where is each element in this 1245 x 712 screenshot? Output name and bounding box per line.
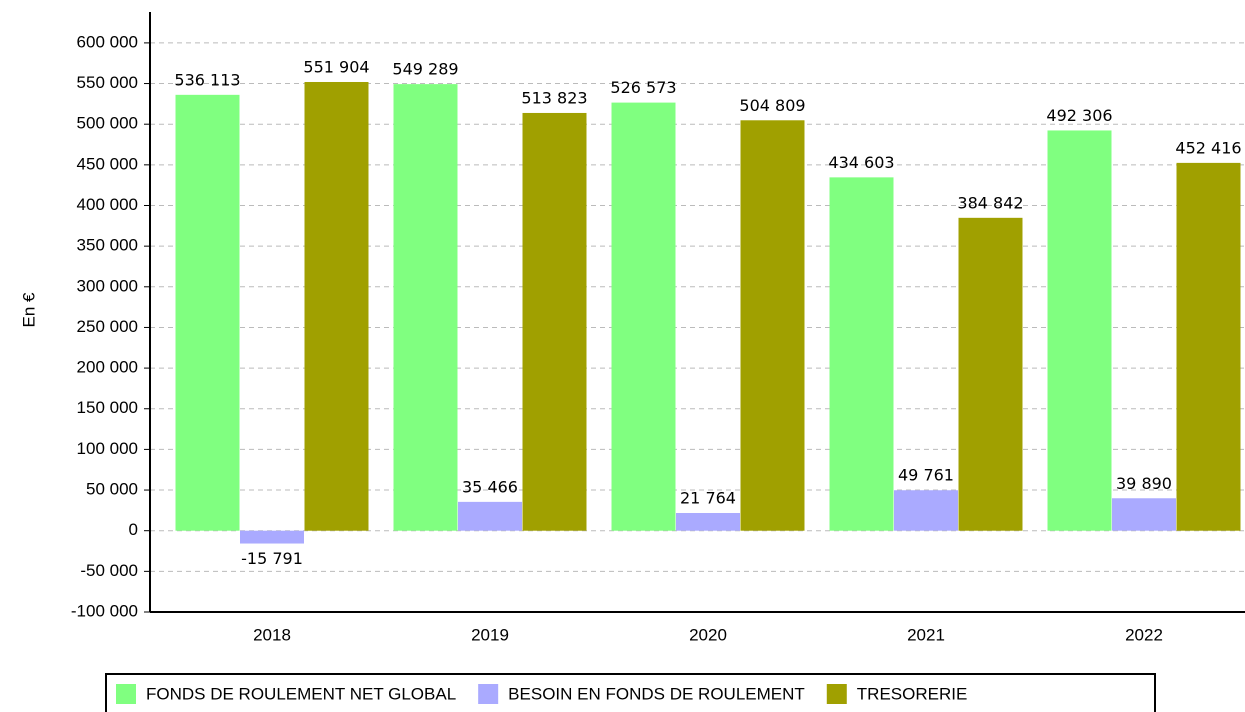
legend-swatch: [826, 684, 847, 704]
y-tick-label: 450 000: [77, 154, 138, 173]
bar: [1047, 130, 1112, 531]
y-tick-label: -100 000: [71, 601, 138, 620]
x-tick-label: 2018: [253, 625, 291, 644]
value-label: 452 416: [1175, 138, 1241, 157]
y-tick-label: 0: [129, 520, 138, 539]
bar: [240, 530, 304, 544]
y-tick-label: 100 000: [77, 439, 138, 458]
bar: [304, 81, 369, 531]
bar: [1176, 162, 1241, 531]
legend-swatch: [116, 684, 136, 704]
y-tick-label: 250 000: [77, 317, 138, 336]
value-label: -15 791: [241, 549, 303, 568]
value-label: 21 764: [680, 489, 736, 508]
value-label: 49 761: [898, 466, 954, 485]
bar: [958, 217, 1023, 531]
bar: [740, 120, 805, 531]
y-tick-label: 150 000: [77, 398, 138, 417]
legend-label: TRESORERIE: [857, 684, 968, 703]
x-tick-label: 2021: [907, 625, 945, 644]
y-tick-label: 200 000: [77, 358, 138, 377]
y-tick-label: 350 000: [77, 236, 138, 255]
legend-label: FONDS DE ROULEMENT NET GLOBAL: [146, 684, 456, 703]
y-axis-label: En €: [19, 292, 38, 328]
bar: [676, 513, 740, 531]
bar: [894, 490, 958, 531]
y-tick-label: -50 000: [80, 561, 138, 580]
legend-box: [105, 673, 1156, 712]
value-label: 504 809: [739, 96, 805, 115]
legend-label: BESOIN EN FONDS DE ROULEMENT: [508, 684, 805, 703]
x-tick-label: 2022: [1125, 625, 1163, 644]
bar: [1112, 498, 1176, 531]
value-label: 551 904: [303, 57, 369, 76]
bar: [522, 112, 587, 531]
value-label: 513 823: [521, 88, 587, 107]
bar: [393, 84, 458, 531]
x-tick-label: 2020: [689, 625, 727, 644]
value-label: 39 890: [1116, 474, 1172, 493]
y-tick-label: 600 000: [77, 32, 138, 51]
y-tick-label: 50 000: [86, 480, 138, 499]
value-label: 384 842: [957, 193, 1023, 212]
value-label: 526 573: [610, 78, 676, 97]
bar: [611, 102, 676, 531]
y-tick-label: 300 000: [77, 276, 138, 295]
bar: [458, 501, 522, 531]
value-label: 536 113: [174, 70, 240, 89]
value-label: 549 289: [392, 60, 458, 79]
value-label: 434 603: [828, 153, 894, 172]
y-tick-label: 500 000: [77, 114, 138, 133]
y-tick-label: 550 000: [77, 73, 138, 92]
bar: [175, 94, 240, 531]
y-tick-label: 400 000: [77, 195, 138, 214]
value-label: 35 466: [462, 477, 518, 496]
legend-swatch: [478, 684, 499, 704]
bar: [829, 177, 894, 531]
value-label: 492 306: [1046, 106, 1112, 125]
x-tick-label: 2019: [471, 625, 509, 644]
